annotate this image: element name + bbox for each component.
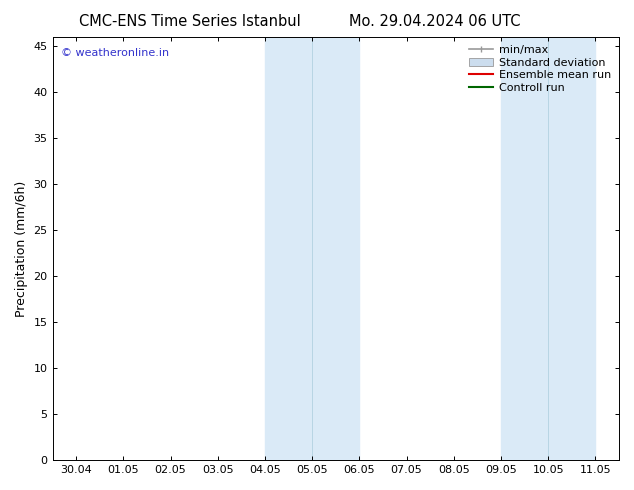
- Y-axis label: Precipitation (mm/6h): Precipitation (mm/6h): [15, 180, 28, 317]
- Bar: [265, 37, 359, 460]
- Bar: [501, 37, 595, 460]
- Text: © weatheronline.in: © weatheronline.in: [61, 48, 169, 58]
- Text: Mo. 29.04.2024 06 UTC: Mo. 29.04.2024 06 UTC: [349, 14, 520, 29]
- Text: CMC-ENS Time Series Istanbul: CMC-ENS Time Series Istanbul: [79, 14, 301, 29]
- Legend: min/max, Standard deviation, Ensemble mean run, Controll run: min/max, Standard deviation, Ensemble me…: [467, 43, 614, 96]
